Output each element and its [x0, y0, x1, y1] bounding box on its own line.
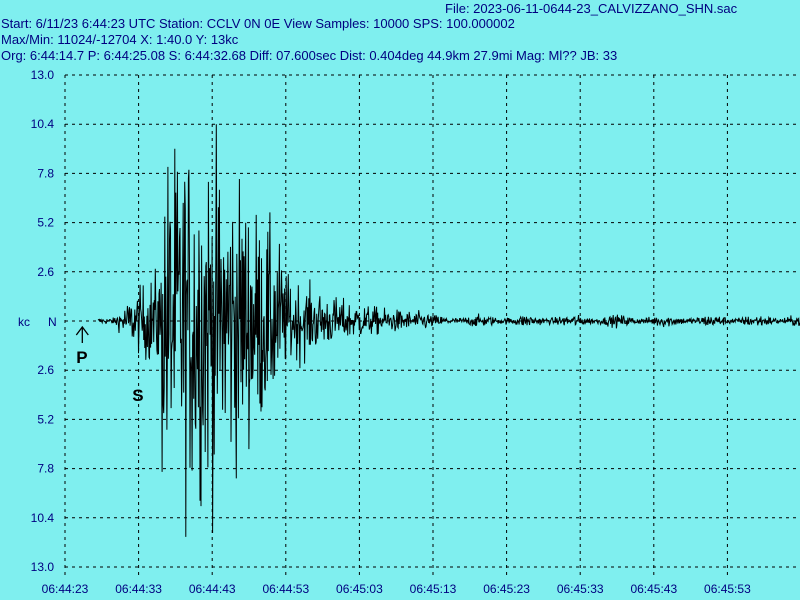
x-tick-label: 06:44:33: [115, 582, 162, 596]
y-tick-label: 5.2: [37, 216, 54, 230]
x-tick-label: 06:45:33: [557, 582, 604, 596]
maxmin-info-line: Max/Min: 11024/-12704 X: 1:40.0 Y: 13kc: [1, 32, 239, 47]
y-tick-label: 13.0: [31, 68, 55, 82]
x-tick-label: 06:45:53: [704, 582, 751, 596]
x-tick-label: 06:45:13: [410, 582, 457, 596]
start-info-line: Start: 6/11/23 6:44:23 UTC Station: CCLV…: [1, 16, 515, 31]
x-tick-label: 06:45:03: [336, 582, 383, 596]
y-unit-label: kc: [18, 315, 30, 329]
channel-label: N: [48, 315, 57, 329]
phase-markers: PS: [75, 325, 144, 405]
file-name-line: File: 2023-06-11-0644-23_CALVIZZANO_SHN.…: [445, 1, 738, 16]
x-tick-label: 06:45:23: [483, 582, 530, 596]
y-axis-ticks: 13.0 10.4 7.8 5.2 2.6 2.6 5.2 7.8 10.4 13.0: [31, 68, 55, 574]
y-tick-label: 2.6: [37, 363, 54, 377]
x-tick-label: 06:44:23: [42, 582, 89, 596]
seismic-trace: [97, 124, 800, 537]
x-tick-label: 06:44:53: [262, 582, 309, 596]
y-tick-label: 10.4: [31, 117, 55, 131]
y-tick-label: 5.2: [37, 412, 54, 426]
y-tick-label: 13.0: [31, 560, 55, 574]
y-tick-label: 10.4: [31, 511, 55, 525]
x-axis-ticks: 06:44:23 06:44:33 06:44:43 06:44:53 06:45:03…: [42, 582, 751, 596]
y-tick-label: 7.8: [37, 462, 54, 476]
origin-info-line: Org: 6:44:14.7 P: 6:44:25.08 S: 6:44:32.…: [1, 48, 618, 63]
p-arrival-arrow: [75, 325, 89, 343]
y-tick-label: 2.6: [37, 265, 54, 279]
p-phase-label: P: [76, 348, 87, 367]
s-phase-label: S: [132, 386, 143, 405]
x-tick-label: 06:45:43: [630, 582, 677, 596]
x-tick-label: 06:44:43: [189, 582, 236, 596]
y-tick-label: 7.8: [37, 166, 54, 180]
